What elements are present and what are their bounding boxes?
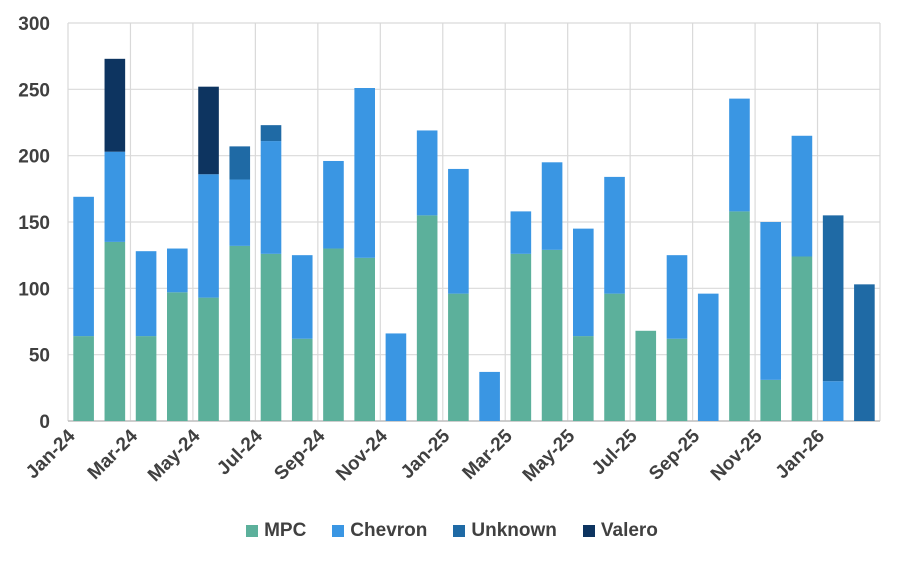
bar-segment-mpc-jun-25 xyxy=(604,293,625,421)
bar-segment-mpc-oct-25 xyxy=(729,211,750,421)
x-tick-label: May-25 xyxy=(519,425,580,486)
legend-label: Unknown xyxy=(471,520,557,541)
bar-segment-chevron-feb-25 xyxy=(479,371,500,421)
x-tick-label: May-24 xyxy=(144,425,205,486)
bar-segment-unknown-jan-26 xyxy=(822,215,844,382)
legend-swatch xyxy=(246,525,259,537)
bar-segment-mpc-aug-24 xyxy=(291,338,313,421)
bar-segment-chevron-dec-24 xyxy=(416,130,438,216)
bar-segment-mpc-dec-24 xyxy=(416,215,438,421)
legend-label: Valero xyxy=(600,520,658,541)
bar-segment-chevron-nov-24 xyxy=(385,333,407,421)
bar-segment-chevron-jan-25 xyxy=(448,168,469,294)
bar-segment-chevron-jun-25 xyxy=(604,176,625,294)
legend-item-valero: Valero xyxy=(582,520,658,542)
bar-segment-chevron-mar-25 xyxy=(510,211,532,254)
bars xyxy=(73,58,875,421)
bar-segment-valero-feb-24 xyxy=(104,58,126,152)
bar-segment-mpc-oct-24 xyxy=(354,257,375,421)
legend-swatch xyxy=(332,525,345,537)
x-tick-label: Nov-25 xyxy=(707,425,767,485)
y-tick-label: 0 xyxy=(39,412,50,433)
bar-segment-mpc-jan-24 xyxy=(73,336,94,421)
gridlines xyxy=(67,22,881,422)
x-tick-label: Jul-24 xyxy=(213,425,267,479)
bar-segment-chevron-jan-26 xyxy=(822,381,844,421)
y-tick-label: 100 xyxy=(18,279,50,300)
y-tick-label: 150 xyxy=(18,213,50,234)
bar-segment-mpc-mar-25 xyxy=(510,253,532,421)
bar-segment-chevron-mar-24 xyxy=(135,251,157,337)
bar-segment-chevron-dec-25 xyxy=(791,135,813,257)
x-tick-label: Jan-24 xyxy=(22,425,80,483)
y-tick-label: 300 xyxy=(18,14,50,35)
x-tick-label: Sep-25 xyxy=(645,425,704,484)
x-tick-label: Mar-25 xyxy=(459,425,517,483)
x-tick-label: Jan-26 xyxy=(772,426,829,483)
bar-segment-valero-may-24 xyxy=(198,86,219,175)
bar-segment-mpc-sep-24 xyxy=(323,248,344,421)
legend-item-chevron: Chevron xyxy=(332,520,427,542)
legend-item-mpc: MPC xyxy=(246,520,306,542)
bar-segment-chevron-aug-24 xyxy=(291,255,313,339)
y-tick-label: 250 xyxy=(18,80,50,101)
bar-segment-mpc-apr-25 xyxy=(541,249,563,421)
bar-segment-chevron-sep-24 xyxy=(323,160,344,249)
bar-segment-chevron-jun-24 xyxy=(229,179,251,246)
x-tick-label: Jul-25 xyxy=(588,425,642,479)
bar-segment-mpc-jun-24 xyxy=(229,245,251,421)
bar-segment-mpc-jul-25 xyxy=(635,330,657,421)
bar-segment-chevron-may-25 xyxy=(573,228,594,337)
bar-segment-mpc-feb-24 xyxy=(104,241,126,421)
bar-segment-mpc-jul-24 xyxy=(260,253,282,421)
bar-segment-unknown-jun-24 xyxy=(229,146,251,180)
bar-segment-mpc-aug-25 xyxy=(666,338,688,421)
bar-segment-chevron-aug-25 xyxy=(666,255,688,339)
legend-item-unknown: Unknown xyxy=(453,520,557,542)
bar-segment-chevron-oct-25 xyxy=(729,98,750,212)
bar-segment-chevron-apr-25 xyxy=(541,162,563,250)
bar-segment-chevron-jul-24 xyxy=(260,141,282,254)
bar-segment-mpc-nov-25 xyxy=(760,379,781,421)
bar-segment-chevron-may-24 xyxy=(198,174,219,298)
bar-segment-mpc-dec-25 xyxy=(791,256,813,421)
legend-label: MPC xyxy=(264,520,307,541)
x-tick-label: Nov-24 xyxy=(332,425,392,485)
bar-segment-chevron-jan-24 xyxy=(73,196,94,337)
chart-legend: MPC Chevron Unknown Valero xyxy=(0,520,904,542)
bar-segment-chevron-sep-25 xyxy=(697,293,719,421)
bar-segment-chevron-nov-25 xyxy=(760,222,781,380)
legend-label: Chevron xyxy=(350,520,428,541)
y-axis-ticks: 0 50 100 150 200 250 300 xyxy=(18,14,50,433)
legend-swatch xyxy=(453,525,466,537)
bar-segment-mpc-jan-25 xyxy=(448,293,469,421)
bar-segment-unknown-feb-26 xyxy=(854,284,875,421)
legend-swatch xyxy=(582,525,595,537)
x-tick-label: Sep-24 xyxy=(270,425,329,484)
bar-segment-chevron-oct-24 xyxy=(354,88,375,258)
x-tick-label: Jan-25 xyxy=(397,425,455,483)
y-tick-label: 50 xyxy=(29,346,50,367)
bar-segment-chevron-feb-24 xyxy=(104,151,126,242)
bar-segment-unknown-jul-24 xyxy=(260,125,282,142)
bar-segment-mpc-may-24 xyxy=(198,297,219,421)
x-tick-label: Mar-24 xyxy=(84,425,142,483)
bar-segment-chevron-apr-24 xyxy=(167,248,188,293)
bar-segment-mpc-may-25 xyxy=(573,336,594,421)
bar-segment-mpc-mar-24 xyxy=(135,336,157,421)
y-tick-label: 200 xyxy=(18,147,50,168)
bar-segment-mpc-apr-24 xyxy=(167,292,188,421)
x-axis-ticks: Jan-24 Mar-24 May-24 Jul-24 Sep-24 Nov-24 Jan-… xyxy=(22,425,829,486)
